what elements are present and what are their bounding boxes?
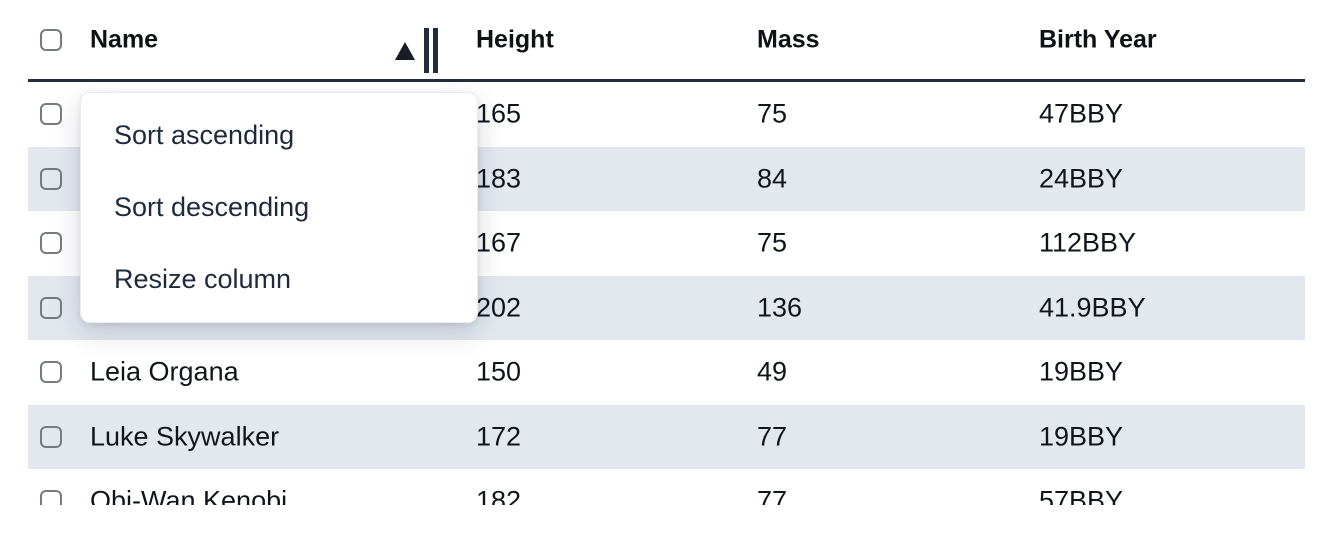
cell-name: Obi-Wan Kenobi — [90, 485, 288, 505]
sort-ascending-triangle-icon — [395, 42, 415, 60]
row-checkbox[interactable] — [40, 232, 62, 255]
select-all-checkbox[interactable] — [40, 28, 62, 51]
cell-height: 202 — [476, 292, 522, 323]
table-header-row: Name Height Mass Birth Year — [28, 0, 1305, 82]
cell-mass: 75 — [757, 227, 788, 258]
cell-mass: 77 — [757, 421, 788, 452]
cell-mass: 49 — [757, 356, 788, 387]
cell-name: Leia Organa — [90, 356, 239, 387]
cell-name: Luke Skywalker — [90, 421, 280, 452]
cell-mass: 84 — [757, 163, 788, 194]
cell-birth-year: 57BBY — [1039, 485, 1124, 505]
column-resize-grip-icon[interactable] — [424, 28, 438, 73]
cell-mass: 136 — [757, 292, 803, 323]
table-row[interactable]: 165 75 47BBY — [28, 82, 1305, 147]
row-checkbox[interactable] — [40, 103, 62, 126]
menu-item-resize-column[interactable]: Resize column — [114, 264, 292, 295]
cell-height: 183 — [476, 163, 522, 194]
cell-height: 182 — [476, 485, 522, 505]
cell-birth-year: 19BBY — [1039, 421, 1124, 452]
cell-mass: 75 — [757, 98, 788, 129]
cell-height: 165 — [476, 98, 522, 129]
row-checkbox[interactable] — [40, 167, 62, 190]
menu-item-sort-ascending[interactable]: Sort ascending — [114, 119, 295, 150]
cell-birth-year: 19BBY — [1039, 356, 1124, 387]
column-header-birth-year[interactable]: Birth Year — [1039, 25, 1157, 53]
cell-mass: 77 — [757, 485, 788, 505]
cell-birth-year: 112BBY — [1039, 227, 1137, 258]
row-checkbox[interactable] — [40, 361, 62, 384]
row-checkbox[interactable] — [40, 490, 62, 505]
cell-height: 172 — [476, 421, 522, 452]
cell-birth-year: 47BBY — [1039, 98, 1124, 129]
cell-birth-year: 41.9BBY — [1039, 292, 1146, 323]
row-checkbox[interactable] — [40, 296, 62, 319]
table-row[interactable]: Leia Organa 150 49 19BBY — [28, 340, 1305, 405]
column-header-height[interactable]: Height — [476, 25, 554, 53]
column-context-menu: Sort ascending Sort descending Resize co… — [80, 92, 478, 323]
row-checkbox[interactable] — [40, 425, 62, 448]
menu-item-sort-descending[interactable]: Sort descending — [114, 191, 310, 222]
column-header-mass[interactable]: Mass — [757, 25, 820, 53]
table-row[interactable]: Luke Skywalker 172 77 19BBY — [28, 404, 1305, 469]
table-row[interactable]: 167 75 112BBY — [28, 211, 1305, 276]
table-row[interactable]: Obi-Wan Kenobi 182 77 57BBY — [28, 469, 1305, 505]
column-header-name[interactable]: Name — [90, 25, 159, 53]
cell-height: 150 — [476, 356, 522, 387]
cell-height: 167 — [476, 227, 522, 258]
cell-birth-year: 24BBY — [1039, 163, 1124, 194]
